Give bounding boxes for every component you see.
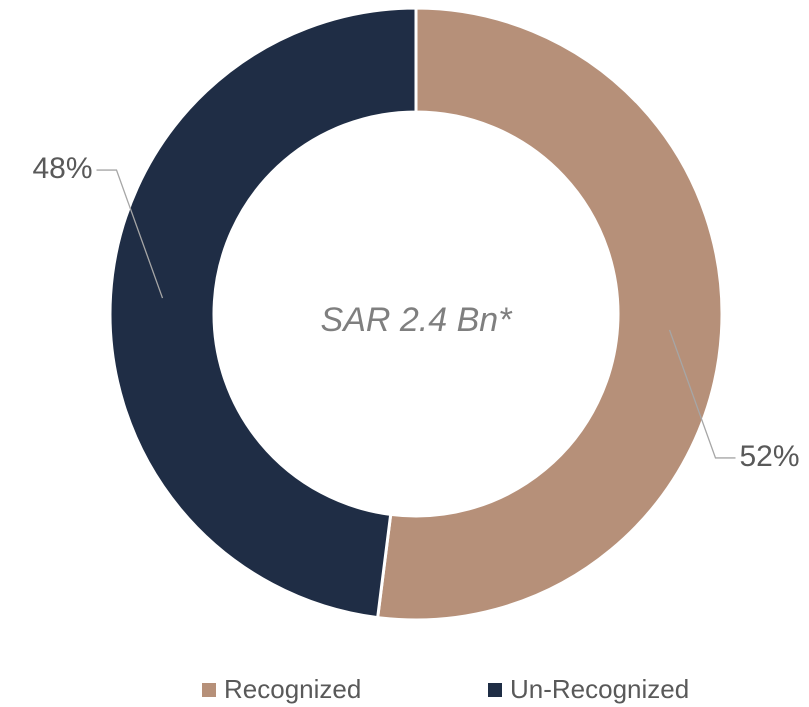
legend-swatch	[488, 683, 502, 697]
center-text: SAR 2.4 Bn*	[321, 301, 514, 339]
donut-slice	[375, 6, 724, 622]
legend-swatch	[202, 683, 216, 697]
donut-slice	[108, 6, 418, 620]
data-label: 48%	[32, 152, 92, 185]
leader-line	[96, 169, 164, 299]
legend-label: Recognized	[224, 674, 361, 704]
leader-line	[668, 329, 736, 459]
data-label: 52%	[739, 440, 799, 473]
legend-label: Un-Recognized	[510, 674, 689, 704]
